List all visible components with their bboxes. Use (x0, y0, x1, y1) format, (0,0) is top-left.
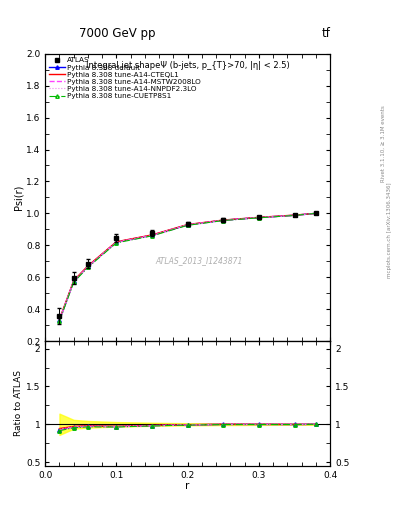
Pythia 8.308 default (292, 212, 297, 218)
Pythia 8.308 tune-A14-NNPDF2.3LO (114, 239, 119, 245)
Pythia 8.308 tune-A14-NNPDF2.3LO (72, 278, 76, 284)
Pythia 8.308 tune-A14-CTEQL1 (72, 278, 76, 284)
Text: Rivet 3.1.10, ≥ 3.1M events: Rivet 3.1.10, ≥ 3.1M events (381, 105, 386, 182)
Pythia 8.308 tune-CUETP8S1 (72, 279, 76, 285)
ATLAS (292, 212, 297, 218)
Pythia 8.308 default (314, 210, 318, 217)
Pythia 8.308 default (185, 222, 190, 228)
Pythia 8.308 tune-CUETP8S1 (221, 218, 226, 224)
Pythia 8.308 tune-CUETP8S1 (150, 233, 154, 239)
Line: Pythia 8.308 tune-A14-NNPDF2.3LO: Pythia 8.308 tune-A14-NNPDF2.3LO (59, 214, 316, 320)
ATLAS (57, 313, 62, 319)
Pythia 8.308 tune-A14-MSTW2008LO (72, 279, 76, 285)
Pythia 8.308 tune-A14-MSTW2008LO (150, 232, 154, 239)
Text: ATLAS_2013_I1243871: ATLAS_2013_I1243871 (155, 256, 243, 265)
Pythia 8.308 tune-A14-NNPDF2.3LO (257, 215, 261, 221)
ATLAS (150, 230, 154, 236)
Pythia 8.308 tune-A14-NNPDF2.3LO (86, 263, 90, 269)
Legend: ATLAS, Pythia 8.308 default, Pythia 8.308 tune-A14-CTEQL1, Pythia 8.308 tune-A14: ATLAS, Pythia 8.308 default, Pythia 8.30… (48, 56, 202, 100)
Pythia 8.308 default (72, 278, 76, 284)
Pythia 8.308 tune-CUETP8S1 (314, 210, 318, 217)
Pythia 8.308 default (150, 232, 154, 238)
Pythia 8.308 tune-A14-CTEQL1 (114, 239, 119, 245)
ATLAS (72, 275, 76, 281)
Pythia 8.308 default (221, 217, 226, 223)
Pythia 8.308 tune-CUETP8S1 (86, 264, 90, 270)
Pythia 8.308 tune-A14-NNPDF2.3LO (221, 217, 226, 223)
Pythia 8.308 tune-A14-NNPDF2.3LO (57, 317, 62, 323)
Pythia 8.308 tune-A14-CTEQL1 (185, 222, 190, 228)
Pythia 8.308 tune-A14-MSTW2008LO (292, 212, 297, 219)
Pythia 8.308 tune-A14-CTEQL1 (221, 217, 226, 223)
Pythia 8.308 default (57, 317, 62, 324)
ATLAS (221, 217, 226, 223)
Pythia 8.308 tune-A14-MSTW2008LO (86, 264, 90, 270)
Line: Pythia 8.308 tune-A14-MSTW2008LO: Pythia 8.308 tune-A14-MSTW2008LO (59, 214, 316, 321)
Pythia 8.308 tune-A14-NNPDF2.3LO (150, 232, 154, 238)
Pythia 8.308 tune-A14-NNPDF2.3LO (292, 212, 297, 218)
Pythia 8.308 tune-A14-MSTW2008LO (57, 317, 62, 324)
Pythia 8.308 tune-A14-MSTW2008LO (185, 222, 190, 228)
Pythia 8.308 tune-A14-CTEQL1 (86, 263, 90, 269)
Pythia 8.308 tune-A14-NNPDF2.3LO (314, 210, 318, 217)
ATLAS (185, 221, 190, 227)
Y-axis label: Psi(r): Psi(r) (13, 185, 23, 210)
Pythia 8.308 tune-A14-CTEQL1 (150, 232, 154, 238)
Pythia 8.308 tune-CUETP8S1 (185, 222, 190, 228)
Pythia 8.308 tune-A14-CTEQL1 (57, 316, 62, 323)
Pythia 8.308 tune-A14-MSTW2008LO (257, 215, 261, 221)
ATLAS (86, 261, 90, 267)
Text: 7000 GeV pp: 7000 GeV pp (79, 27, 155, 40)
Line: Pythia 8.308 tune-A14-CTEQL1: Pythia 8.308 tune-A14-CTEQL1 (59, 214, 316, 319)
Pythia 8.308 default (86, 263, 90, 269)
Pythia 8.308 default (257, 215, 261, 221)
Pythia 8.308 tune-CUETP8S1 (257, 215, 261, 221)
Pythia 8.308 default (114, 239, 119, 245)
Pythia 8.308 tune-A14-CTEQL1 (257, 214, 261, 220)
Pythia 8.308 tune-A14-NNPDF2.3LO (185, 222, 190, 228)
Pythia 8.308 tune-CUETP8S1 (292, 212, 297, 219)
X-axis label: r: r (185, 481, 190, 491)
Line: Pythia 8.308 default: Pythia 8.308 default (58, 211, 318, 322)
Line: ATLAS: ATLAS (57, 211, 318, 318)
Pythia 8.308 tune-A14-MSTW2008LO (314, 210, 318, 217)
Y-axis label: Ratio to ATLAS: Ratio to ATLAS (14, 371, 23, 436)
Pythia 8.308 tune-A14-CTEQL1 (314, 210, 318, 217)
Pythia 8.308 tune-A14-CTEQL1 (292, 212, 297, 218)
Text: tf: tf (321, 27, 330, 40)
ATLAS (257, 214, 261, 220)
ATLAS (314, 210, 318, 217)
Pythia 8.308 tune-A14-MSTW2008LO (221, 217, 226, 223)
Line: Pythia 8.308 tune-CUETP8S1: Pythia 8.308 tune-CUETP8S1 (58, 211, 318, 323)
Text: Integral jet shapeΨ (b-jets, p_{T}>70, |η| < 2.5): Integral jet shapeΨ (b-jets, p_{T}>70, |… (86, 61, 290, 70)
Pythia 8.308 tune-CUETP8S1 (114, 240, 119, 246)
Pythia 8.308 tune-CUETP8S1 (57, 318, 62, 324)
ATLAS (114, 235, 119, 241)
Pythia 8.308 tune-A14-MSTW2008LO (114, 239, 119, 245)
Text: mcplots.cern.ch [arXiv:1306.3436]: mcplots.cern.ch [arXiv:1306.3436] (387, 183, 391, 278)
